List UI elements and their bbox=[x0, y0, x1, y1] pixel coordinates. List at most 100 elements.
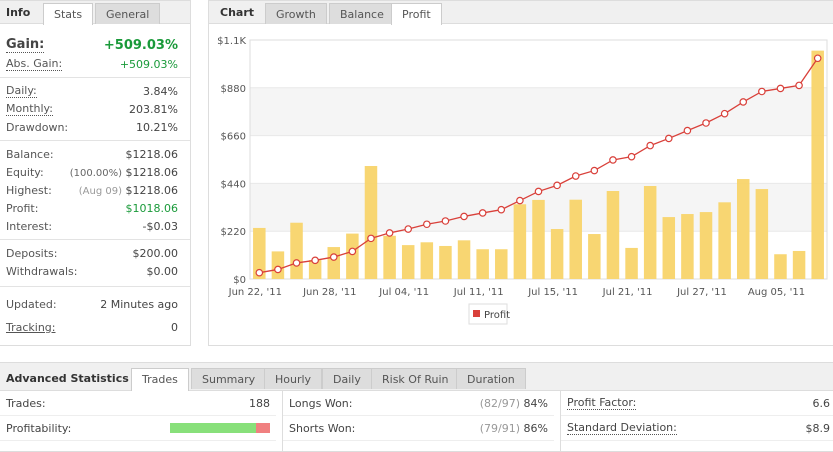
tab-growth[interactable]: Growth bbox=[265, 3, 327, 24]
profit-bar bbox=[532, 199, 545, 279]
profit-bar bbox=[308, 260, 322, 279]
line-point bbox=[497, 205, 506, 214]
info-title: Info bbox=[6, 6, 31, 19]
y-tick-label: $660 bbox=[221, 132, 246, 143]
interest-label: Interest: bbox=[6, 219, 53, 233]
line-point bbox=[571, 172, 580, 180]
balance-value: $1218.06 bbox=[125, 147, 179, 161]
profit-chart: $0 $220 $440 $660 $880 $1.1K Jun 22, '11 Jun 28… bbox=[217, 36, 828, 325]
monthly-value: 203.81% bbox=[129, 102, 178, 116]
legend-box bbox=[468, 303, 508, 325]
equity-label: Equity: bbox=[6, 165, 44, 179]
x-tick-label: Jul 11, '11 bbox=[453, 287, 504, 298]
line-point bbox=[441, 217, 450, 225]
line-point bbox=[702, 119, 710, 127]
line-point bbox=[385, 229, 394, 237]
tab-hourly[interactable]: Hourly bbox=[264, 368, 323, 389]
tab-trades[interactable]: Trades bbox=[131, 368, 189, 391]
profit-bar bbox=[755, 189, 769, 279]
daily-label[interactable]: Daily: bbox=[6, 84, 37, 98]
tab-stats[interactable]: Stats bbox=[43, 3, 94, 25]
withdrawals-label: Withdrawals: bbox=[6, 264, 78, 278]
withdrawals-value: $0.00 bbox=[146, 264, 179, 278]
profit-bar bbox=[606, 191, 620, 279]
legend-label: Profit bbox=[484, 310, 510, 321]
profit-bar bbox=[253, 227, 266, 279]
tracking-link[interactable]: Tracking: bbox=[6, 320, 56, 334]
profit-bar bbox=[569, 199, 582, 279]
deposits-value: $200.00 bbox=[132, 246, 179, 260]
line-point bbox=[664, 134, 673, 143]
profit-bar bbox=[513, 204, 527, 279]
equity-value: $1218.06 bbox=[125, 165, 179, 179]
profit-bar bbox=[774, 254, 787, 279]
line-point bbox=[646, 141, 654, 150]
profit-factor-value: 6.6 bbox=[812, 396, 831, 410]
x-tick-label: Jun 22, '11 bbox=[228, 287, 282, 298]
abs-gain-label[interactable]: Abs. Gain: bbox=[6, 57, 63, 71]
line-point bbox=[553, 181, 561, 190]
line-point bbox=[813, 54, 822, 63]
advanced-statistics-title: Advanced Statistics bbox=[6, 372, 129, 385]
longs-won-label: Longs Won: bbox=[289, 396, 353, 410]
line-point bbox=[404, 225, 413, 233]
tab-general[interactable]: General bbox=[95, 3, 161, 24]
x-tick-label: Aug 05, '11 bbox=[748, 287, 805, 298]
line-point bbox=[739, 98, 748, 106]
line-point bbox=[478, 209, 487, 217]
line-point bbox=[516, 196, 524, 205]
line-point bbox=[329, 253, 338, 261]
line-point bbox=[255, 268, 264, 277]
line-point bbox=[720, 109, 729, 118]
gain-value: +509.03% bbox=[103, 37, 178, 53]
tab-duration[interactable]: Duration bbox=[456, 368, 526, 389]
tab-profit[interactable]: Profit bbox=[391, 3, 442, 25]
line-point bbox=[683, 126, 692, 135]
legend-swatch bbox=[473, 310, 480, 317]
monthly-label[interactable]: Monthly: bbox=[6, 102, 53, 116]
line-point bbox=[609, 156, 617, 164]
x-tick-label: Jul 21, '11 bbox=[602, 287, 653, 298]
longs-won-pct: 84% bbox=[523, 396, 548, 410]
profit-bar bbox=[383, 235, 396, 279]
line-point bbox=[423, 220, 431, 229]
updated-value: 2 Minutes ago bbox=[100, 297, 178, 311]
info-panel: Info Stats General Gain: +509.03% Abs. Ga… bbox=[0, 0, 191, 346]
line-point bbox=[590, 166, 599, 175]
profitability-label: Profitability: bbox=[6, 421, 72, 435]
profit-bar bbox=[327, 247, 341, 279]
tab-balance[interactable]: Balance bbox=[329, 3, 395, 24]
profit-bar bbox=[662, 217, 676, 279]
profit-bar bbox=[643, 186, 657, 279]
standard-deviation-label[interactable]: Standard Deviation: bbox=[567, 421, 677, 435]
x-tick-label: Jul 15, '11 bbox=[527, 287, 578, 298]
tab-summary[interactable]: Summary bbox=[191, 368, 267, 389]
updated-label: Updated: bbox=[6, 297, 57, 311]
tab-daily[interactable]: Daily bbox=[322, 368, 372, 389]
profit-factor-label[interactable]: Profit Factor: bbox=[567, 396, 637, 410]
profit-bar bbox=[346, 233, 359, 279]
daily-value: 3.84% bbox=[143, 84, 178, 98]
profit-bar bbox=[476, 249, 489, 279]
y-tick-label: $1.1K bbox=[217, 36, 246, 47]
x-tick-label: Jul 27, '11 bbox=[676, 287, 727, 298]
shorts-won-pct: 86% bbox=[523, 421, 548, 435]
line-point bbox=[627, 152, 636, 161]
grid-band bbox=[250, 87, 827, 136]
line-point bbox=[534, 187, 543, 196]
equity-pct: (100.00%) bbox=[69, 167, 122, 179]
deposits-label: Deposits: bbox=[6, 246, 58, 260]
line-point bbox=[367, 234, 375, 243]
tab-risk-of-ruin[interactable]: Risk Of Ruin bbox=[371, 368, 460, 389]
profit-bar bbox=[625, 247, 638, 279]
y-tick-label: $440 bbox=[221, 179, 246, 190]
profit-bar bbox=[364, 166, 378, 279]
profit-bar bbox=[420, 242, 434, 279]
profit-bar bbox=[495, 249, 508, 279]
gain-label[interactable]: Gain: bbox=[6, 37, 45, 53]
interest-value: -$0.03 bbox=[142, 219, 178, 233]
standard-deviation-value: $8.9 bbox=[805, 421, 831, 435]
y-tick-label: $0 bbox=[233, 275, 246, 286]
line-point bbox=[292, 259, 301, 267]
drawdown-label: Drawdown: bbox=[6, 120, 69, 134]
